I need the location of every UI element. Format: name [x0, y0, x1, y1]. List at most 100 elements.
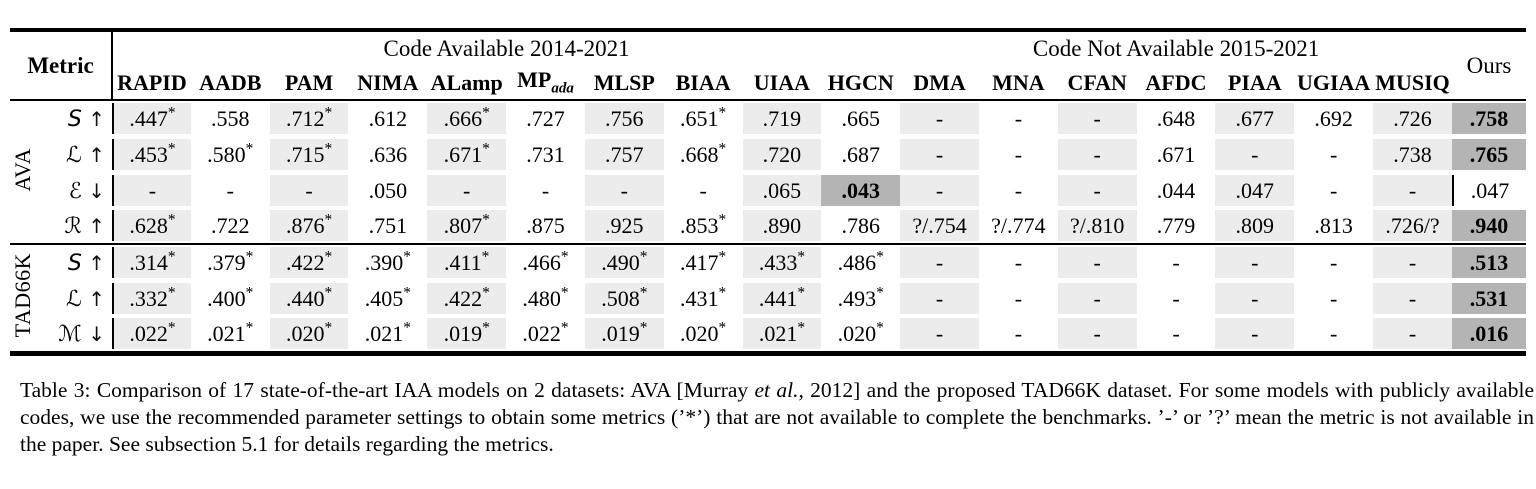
model-header-biaa: BIAA	[675, 69, 731, 95]
value-cell-cfan: -	[1057, 280, 1137, 316]
value-cell-uiaa: .441*	[742, 280, 822, 316]
value-cell-musiq: .738	[1373, 136, 1452, 172]
value-cell-biaa: .853*	[680, 211, 727, 238]
model-header-piaa: PIAA	[1227, 69, 1282, 95]
value-cell-piaa: .047	[1215, 172, 1295, 208]
metric-row-ava-l: ℒ ↑ .453* .580* .715* .636 .671* .731 .757 .668*…	[10, 136, 1526, 172]
metric-symbol-cell: S ↑	[36, 100, 112, 136]
value-cell-hgcn: .786	[841, 213, 880, 238]
metric-symbol-cell: ℒ ↑	[36, 280, 112, 316]
model-header-nima: NIMA	[357, 69, 419, 95]
value-cell-alamp: .807*	[427, 208, 507, 244]
value-cell-pam: .422*	[269, 244, 349, 280]
value-cell-dma: -	[900, 172, 979, 208]
dataset-label-text: TAD66K	[10, 253, 35, 338]
value-cell-nima: .636	[368, 141, 408, 167]
value-cell-afdc: .044	[1156, 177, 1196, 203]
value-cell-cfan: ?/.810	[1057, 208, 1137, 244]
value-cell-nima: .390*	[364, 248, 411, 275]
value-cell-dma: -	[900, 100, 979, 136]
table-header: Metric Code Available 2014-2021 Code Not A…	[10, 30, 1526, 100]
value-cell-ours: .016	[1452, 316, 1526, 354]
value-cell-mp: .466*	[522, 248, 569, 275]
value-cell-ugiaa: -	[1329, 177, 1338, 203]
metric-row-ava-e: ℰ ↓ - - - .050- - - - .065.043- - - .044.047- - .047	[10, 172, 1526, 208]
arrow-down-icon: ↓	[81, 178, 106, 203]
value-cell-piaa: .677	[1215, 100, 1295, 136]
value-cell-pam: .715*	[269, 136, 349, 172]
value-cell-afdc: -	[1172, 321, 1180, 346]
value-cell-rapid: .453*	[112, 136, 191, 172]
value-cell-ugiaa: -	[1329, 141, 1338, 167]
model-header-pam: PAM	[284, 69, 334, 95]
value-cell-piaa: -	[1215, 280, 1295, 316]
value-cell-nima: .612	[368, 106, 408, 131]
value-cell-alamp: .666*	[427, 100, 507, 136]
value-cell-mna: -	[1014, 141, 1023, 167]
value-cell-afdc: .779	[1156, 213, 1196, 238]
value-cell-pam: .876*	[269, 208, 349, 244]
value-cell-cfan: -	[1057, 316, 1137, 354]
value-cell-rapid: .314*	[112, 244, 191, 280]
table-caption: Table 3: Comparison of 17 state-of-the-a…	[20, 377, 1534, 458]
value-cell-mna: -	[1014, 285, 1023, 311]
value-cell-ours: .940	[1452, 208, 1526, 244]
metric-symbol: ℳ	[58, 322, 82, 347]
value-cell-cfan: -	[1057, 100, 1137, 136]
value-cell-ours: .513	[1452, 244, 1526, 280]
value-cell-ours: .765	[1452, 136, 1526, 172]
value-cell-afdc: -	[1172, 285, 1180, 311]
model-header-dma: DMA	[913, 69, 966, 95]
value-cell-cfan: -	[1057, 244, 1137, 280]
results-table: Metric Code Available 2014-2021 Code Not A…	[10, 28, 1526, 356]
value-cell-ugiaa: .813	[1314, 213, 1353, 238]
value-cell-piaa: .809	[1215, 208, 1295, 244]
metric-symbol: S	[67, 251, 82, 276]
value-cell-uiaa: .021*	[742, 316, 822, 354]
value-cell-cfan: -	[1057, 136, 1137, 172]
metric-row-tad66k-l: ℒ ↑ .332* .400* .440* .405* .422* .480* .508* .4…	[10, 280, 1526, 316]
value-cell-hgcn: .020*	[837, 319, 884, 346]
value-cell-rapid: -	[112, 172, 191, 208]
value-cell-uiaa: .720	[742, 136, 822, 172]
value-cell-biaa: .668*	[680, 140, 727, 167]
value-cell-ugiaa: -	[1329, 285, 1338, 311]
value-cell-ours: .758	[1452, 100, 1526, 136]
metric-symbol: ℰ	[68, 178, 82, 204]
value-cell-mlsp: .756	[584, 100, 664, 136]
value-cell-musiq: -	[1373, 244, 1452, 280]
model-header-cfan: CFAN	[1067, 69, 1127, 95]
value-cell-uiaa: .065	[742, 172, 822, 208]
value-cell-alamp: .019*	[427, 316, 507, 354]
metric-symbol: S	[67, 107, 82, 132]
metric-symbol: ℒ	[66, 142, 82, 168]
value-cell-ugiaa: -	[1329, 250, 1338, 275]
dataset-section-tad66k: TAD66K S ↑ .314* .379* .422* .390* .411* .466*.…	[10, 244, 1526, 354]
value-cell-aadb: .400*	[207, 284, 254, 311]
arrow-up-icon: ↑	[81, 286, 106, 311]
group-header-code-available: Code Available 2014-2021	[383, 36, 630, 61]
value-cell-rapid: .022*	[112, 316, 191, 354]
value-cell-mlsp: .508*	[584, 280, 664, 316]
value-cell-dma: -	[900, 280, 979, 316]
model-header-mna: MNA	[992, 69, 1045, 95]
value-cell-mna: -	[1014, 177, 1023, 203]
value-cell-uiaa: .719	[742, 100, 822, 136]
value-cell-uiaa: .433*	[742, 244, 822, 280]
value-cell-biaa: .417*	[680, 248, 727, 275]
value-cell-aadb: -	[226, 177, 234, 203]
value-cell-hgcn: .665	[841, 106, 880, 131]
value-cell-rapid: .628*	[112, 208, 191, 244]
value-cell-pam: .440*	[269, 280, 349, 316]
value-cell-nima: .021*	[364, 319, 411, 346]
value-cell-mp: .731	[526, 141, 565, 167]
value-cell-alamp: -	[427, 172, 507, 208]
model-header-musiq: MUSIQ	[1375, 69, 1450, 95]
model-header-ugiaa: UGIAA	[1296, 69, 1371, 95]
value-cell-dma: -	[900, 136, 979, 172]
caption-segment: Table 3: Comparison of 17 state-of-the-a…	[20, 378, 755, 402]
value-cell-musiq: -	[1373, 172, 1452, 208]
metric-row-tad66k-s: TAD66K S ↑ .314* .379* .422* .390* .411* .466*.…	[10, 244, 1526, 338]
value-cell-afdc: -	[1172, 250, 1180, 275]
dataset-label-ava: AVA	[10, 100, 36, 244]
